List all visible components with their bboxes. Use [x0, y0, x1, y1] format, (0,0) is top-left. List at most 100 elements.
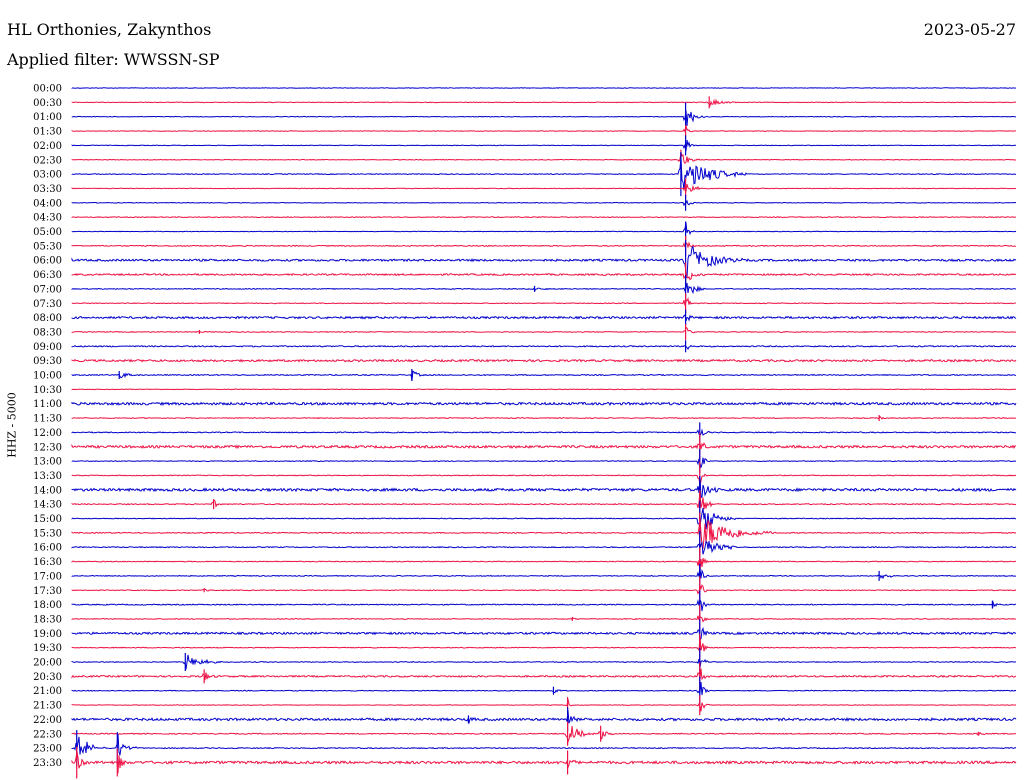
trace-line: [71, 87, 1017, 89]
trace-line: [71, 314, 1017, 322]
trace-line: [71, 184, 1017, 192]
station-title: HL Orthonies, Zakynthos: [7, 20, 212, 39]
trace-line: [71, 98, 1017, 108]
trace-line: [71, 415, 1017, 420]
trace-line: [71, 615, 1017, 623]
trace-line: [71, 401, 1017, 406]
tick-label: 00:00: [33, 84, 62, 95]
trace-line: [71, 282, 1017, 295]
tick-label: 20:00: [33, 658, 62, 669]
trace-line: [71, 110, 1017, 126]
tick-label: 13:30: [33, 471, 62, 482]
trace-line: [71, 199, 1017, 207]
tick-label: 15:00: [33, 514, 62, 525]
tick-label: 01:00: [33, 112, 62, 123]
trace-line: [71, 125, 1017, 134]
tick-label: 08:30: [33, 327, 62, 338]
tick-label: 07:30: [33, 299, 62, 310]
trace-line: [71, 668, 1017, 681]
tick-label: 08:00: [33, 313, 62, 324]
tick-label: 20:30: [33, 672, 62, 683]
trace-line: [71, 370, 1017, 381]
tick-label: 11:00: [33, 399, 62, 410]
tick-label: 06:30: [33, 270, 62, 281]
tick-label: 04:00: [33, 198, 62, 209]
trace-line: [71, 297, 1017, 306]
trace-line: [71, 152, 1017, 165]
trace-line: [71, 568, 1017, 580]
tick-label: 11:30: [33, 414, 62, 425]
tick-label: 19:30: [33, 643, 62, 654]
trace-line: [71, 216, 1017, 219]
tick-label: 17:00: [33, 571, 62, 582]
trace-line: [71, 388, 1017, 391]
trace-line: [71, 540, 1017, 555]
trace-line: [71, 681, 1017, 696]
trace-line: [71, 751, 1017, 774]
tick-label: 10:00: [33, 371, 62, 382]
tick-label: 23:30: [33, 758, 62, 769]
tick-label: 21:30: [33, 701, 62, 712]
trace-line: [71, 156, 1017, 191]
trace-line: [71, 241, 1017, 249]
trace-line: [71, 508, 1017, 530]
trace-line: [71, 654, 1017, 670]
tick-label: 19:00: [33, 629, 62, 640]
tick-label: 18:30: [33, 614, 62, 625]
trace-line: [71, 222, 1017, 236]
tick-label: 03:00: [33, 170, 62, 181]
trace-line: [71, 699, 1017, 712]
tick-label: 07:00: [33, 284, 62, 295]
trace-line: [71, 358, 1017, 363]
trace-line: [71, 491, 1017, 510]
trace-line: [71, 636, 1017, 652]
tick-label: 01:30: [33, 127, 62, 138]
tick-label: 09:30: [33, 356, 62, 367]
trace-line: [71, 626, 1017, 641]
tick-label: 16:00: [33, 543, 62, 554]
tick-label: 18:00: [33, 600, 62, 611]
trace-line: [71, 476, 1017, 499]
trace-line: [71, 517, 1017, 549]
trace-line: [71, 725, 1017, 744]
tick-label: 05:30: [33, 241, 62, 252]
tick-label: 03:30: [33, 184, 62, 195]
tick-label: 13:00: [33, 457, 62, 468]
tick-label: 14:30: [33, 500, 62, 511]
tick-label: 16:30: [33, 557, 62, 568]
tick-label: 14:00: [33, 485, 62, 496]
trace-line: [71, 584, 1017, 595]
tick-label: 22:30: [33, 729, 62, 740]
tick-label: 04:30: [33, 213, 62, 224]
trace-line: [71, 734, 1017, 756]
trace-line: [71, 473, 1017, 487]
trace-line: [71, 457, 1017, 468]
tick-label: 10:30: [33, 385, 62, 396]
tick-label: 09:00: [33, 342, 62, 353]
tick-label: 02:00: [33, 141, 62, 152]
tick-label: 21:00: [33, 686, 62, 697]
tick-label: 12:00: [33, 428, 62, 439]
trace-line: [71, 139, 1017, 152]
filter-label: Applied filter: WWSSN-SP: [7, 50, 220, 69]
trace-line: [71, 428, 1017, 437]
tick-label: 02:30: [33, 155, 62, 166]
trace-line: [71, 344, 1016, 351]
trace-line: [71, 326, 1017, 334]
tick-label: 00:30: [33, 98, 62, 109]
tick-label: 15:30: [33, 528, 62, 539]
trace-line: [71, 557, 1017, 572]
tick-label: 17:30: [33, 586, 62, 597]
tick-label: 23:00: [33, 744, 62, 755]
tick-label: 06:00: [33, 256, 62, 267]
tick-label: 22:00: [33, 715, 62, 726]
trace-line: [71, 598, 1017, 612]
trace-line: [71, 442, 1017, 450]
trace-line: [71, 710, 1017, 725]
trace-line: [71, 272, 1017, 281]
trace-line: [71, 245, 1017, 278]
trace-rows: 00:00 00:30 01:00 01:30 02:00 02:30 03:00 03:30…: [33, 84, 1017, 779]
tick-label: 05:00: [33, 227, 62, 238]
date-label: 2023-05-27: [923, 20, 1016, 39]
